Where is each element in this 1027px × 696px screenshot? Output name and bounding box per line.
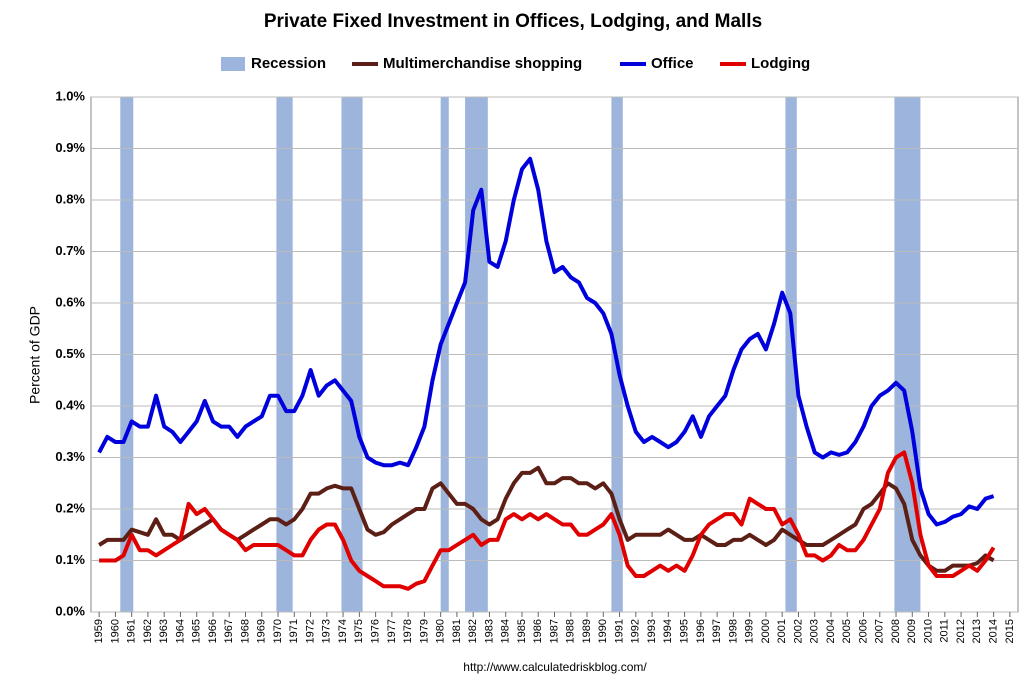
x-tick-label: 1970 (272, 619, 284, 643)
series-line (99, 450, 996, 591)
legend-label: Recession (251, 55, 326, 72)
x-tick-label: 1979 (418, 619, 430, 643)
x-tick-label: 2012 (955, 619, 967, 643)
x-tick-label: 1976 (370, 619, 382, 643)
x-tick-label: 1993 (646, 619, 658, 643)
x-tick-label: 2013 (971, 619, 983, 643)
x-tick-label: 2009 (906, 619, 918, 643)
x-tick-label: 2005 (841, 619, 853, 643)
x-tick-label: 2004 (825, 619, 837, 643)
y-tick-label: 0.8% (55, 191, 85, 206)
x-tick-label: 2001 (776, 619, 788, 643)
series-line (98, 465, 995, 573)
x-tick-label: 2003 (809, 619, 821, 643)
x-tick-label: 1997 (711, 619, 723, 643)
x-tick-label: 2000 (760, 619, 772, 643)
x-tick-label: 2008 (890, 619, 902, 643)
x-tick-label: 1971 (288, 619, 300, 643)
x-tick-label: 1974 (337, 619, 349, 643)
legend-label: Lodging (751, 55, 810, 72)
x-tick-label: 1960 (109, 619, 121, 643)
x-tick-label: 1995 (679, 619, 691, 643)
x-tick-label: 1965 (191, 619, 203, 643)
y-tick-label: 0.4% (55, 397, 85, 412)
x-tick-label: 1977 (386, 619, 398, 643)
x-tick-label: 1975 (353, 619, 365, 643)
x-tick-label: 1996 (695, 619, 707, 643)
x-tick-label: 1984 (500, 619, 512, 643)
x-tick-label: 1992 (630, 619, 642, 643)
x-tick-label: 2015 (1004, 619, 1016, 643)
x-tick-label: 1963 (158, 619, 170, 643)
y-tick-label: 0.5% (55, 346, 85, 361)
x-tick-label: 1982 (467, 619, 479, 643)
x-tick-label: 1991 (613, 619, 625, 643)
x-tick-label: 1998 (727, 619, 739, 643)
x-tick-label: 1968 (239, 619, 251, 643)
x-tick-label: 1983 (483, 619, 495, 643)
y-tick-label: 0.0% (55, 603, 85, 618)
chart-title: Private Fixed Investment in Offices, Lod… (264, 11, 762, 32)
x-tick-label: 1988 (565, 619, 577, 643)
x-tick-label: 1966 (207, 619, 219, 643)
x-tick-label: 1978 (402, 619, 414, 643)
x-tick-label: 2007 (874, 619, 886, 643)
x-tick-label: 1959 (93, 619, 105, 643)
x-tick-label: 2006 (857, 619, 869, 643)
legend-label: Multimerchandise shopping (383, 55, 582, 72)
x-tick-label: 1980 (435, 619, 447, 643)
x-tick-label: 2010 (922, 619, 934, 643)
legend-swatch (221, 57, 245, 71)
y-tick-label: 0.7% (55, 243, 85, 258)
y-tick-label: 0.2% (55, 500, 85, 515)
x-tick-label: 1981 (451, 619, 463, 643)
x-tick-label: 1990 (597, 619, 609, 643)
y-tick-label: 0.6% (55, 294, 85, 309)
x-tick-label: 1969 (256, 619, 268, 643)
y-axis-label: Percent of GDP (27, 306, 43, 404)
x-tick-label: 1989 (581, 619, 593, 643)
x-tick-label: 1973 (321, 619, 333, 643)
x-tick-label: 1964 (174, 619, 186, 643)
y-tick-label: 0.1% (55, 552, 85, 567)
x-tick-label: 2011 (939, 619, 951, 643)
x-tick-label: 1985 (516, 619, 528, 643)
x-tick-label: 1961 (126, 619, 138, 643)
x-tick-label: 2002 (792, 619, 804, 643)
x-tick-label: 1994 (662, 619, 674, 643)
legend-label: Office (651, 55, 694, 72)
x-tick-label: 2014 (988, 619, 1000, 643)
x-tick-label: 1987 (548, 619, 560, 643)
y-tick-label: 1.0% (55, 88, 85, 103)
x-tick-label: 1999 (744, 619, 756, 643)
x-tick-label: 1972 (304, 619, 316, 643)
y-tick-label: 0.9% (55, 140, 85, 155)
x-tick-label: 1967 (223, 619, 235, 643)
x-tick-label: 1962 (142, 619, 154, 643)
series-line (97, 156, 995, 527)
x-tick-label: 1986 (532, 619, 544, 643)
y-tick-label: 0.3% (55, 449, 85, 464)
source: http://www.calculatedriskblog.com/ (463, 660, 647, 674)
